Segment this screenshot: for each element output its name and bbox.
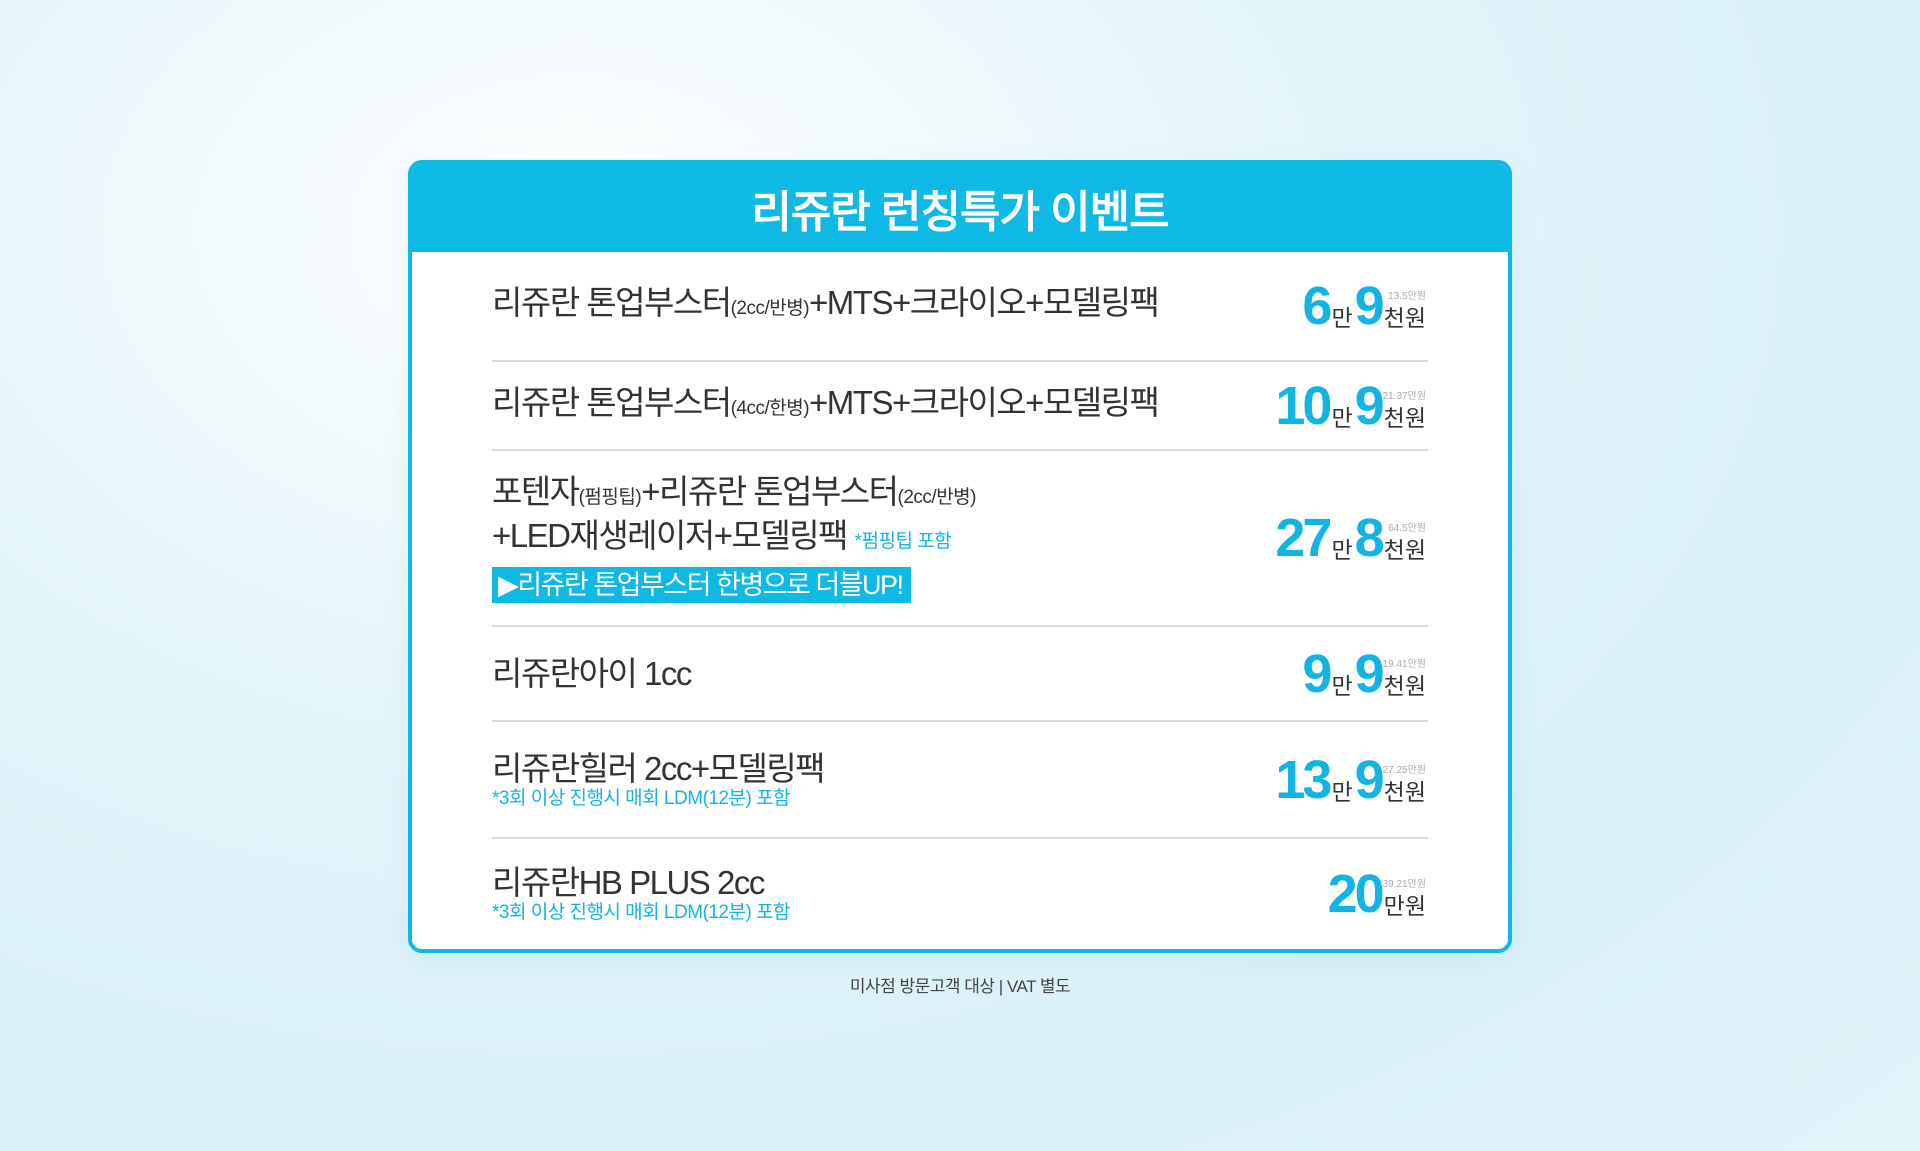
footer-note: 미사점 방문고객 대상 | VAT 별도 xyxy=(849,977,1071,996)
item-price: 20 39.21만원 만원 xyxy=(1327,864,1426,924)
item-note: *펌핑팁 포함 xyxy=(854,531,952,552)
list-item: 리쥬란힐러 2cc+모델링팩 *3회 이상 진행시 매회 LDM(12분) 포함… xyxy=(492,722,1428,839)
original-price: 27.25만원 xyxy=(1382,764,1426,776)
item-name: 리쥬란 톤업부스터(2cc/반병)+MTS+크라이오+모델링팩 xyxy=(492,284,1160,321)
item-price: 9 만 9 19.41만원 천원 xyxy=(1302,643,1426,704)
item-price: 13 만 9 27.25만원 천원 xyxy=(1275,749,1426,810)
item-subnote: *3회 이상 진행시 매회 LDM(12분) 포함 xyxy=(492,902,791,923)
item-price: 6 만 9 13.5만원 천원 xyxy=(1302,276,1426,336)
double-up-banner: ▶리쥬란 톤업부스터 한병으로 더블UP! xyxy=(492,567,911,603)
original-price: 39.21만원 xyxy=(1382,879,1426,890)
item-name-line2: +LED재생레이저+모델링팩 *펌핑팁 포함 xyxy=(492,517,952,554)
card-title: 리쥬란 런칭특가 이벤트 xyxy=(412,164,1508,252)
original-price: 64.5만원 xyxy=(1388,523,1426,534)
list-item: 리쥬란HB PLUS 2cc *3회 이상 진행시 매회 LDM(12분) 포함… xyxy=(492,839,1428,949)
item-name: 리쥬란 톤업부스터(4cc/한병)+MTS+크라이오+모델링팩 xyxy=(492,383,1160,421)
list-item: 리쥬란 톤업부스터(2cc/반병)+MTS+크라이오+모델링팩 6 만 9 13… xyxy=(492,252,1428,362)
item-subnote: *3회 이상 진행시 매회 LDM(12분) 포함 xyxy=(492,787,791,809)
original-price: 19.41만원 xyxy=(1382,658,1426,670)
original-price: 13.5만원 xyxy=(1388,291,1426,302)
list-item: 리쥬란아이 1cc 9 만 9 19.41만원 천원 xyxy=(492,627,1428,722)
item-name: 리쥬란아이 1cc xyxy=(492,654,692,692)
item-price: 10 만 9 21.37만원 천원 xyxy=(1275,375,1426,436)
item-name: 리쥬란HB PLUS 2cc xyxy=(492,864,765,901)
list-item: 리쥬란 톤업부스터(4cc/한병)+MTS+크라이오+모델링팩 10 만 9 2… xyxy=(492,362,1428,451)
price-list: 리쥬란 톤업부스터(2cc/반병)+MTS+크라이오+모델링팩 6 만 9 13… xyxy=(492,252,1428,949)
original-price: 21.37만원 xyxy=(1382,390,1426,402)
list-item: 포텐자(펌핑팁)+리쥬란 톤업부스터(2cc/반병) +LED재생레이저+모델링… xyxy=(492,451,1428,627)
item-name: 리쥬란힐러 2cc+모델링팩 xyxy=(492,749,826,787)
event-card: 리쥬란 런칭특가 이벤트 리쥬란 톤업부스터(2cc/반병)+MTS+크라이오+… xyxy=(408,160,1512,953)
item-price: 27 만 8 64.5만원 천원 xyxy=(1275,508,1426,568)
item-name-line1: 포텐자(펌핑팁)+리쥬란 톤업부스터(2cc/반병) xyxy=(492,473,977,510)
